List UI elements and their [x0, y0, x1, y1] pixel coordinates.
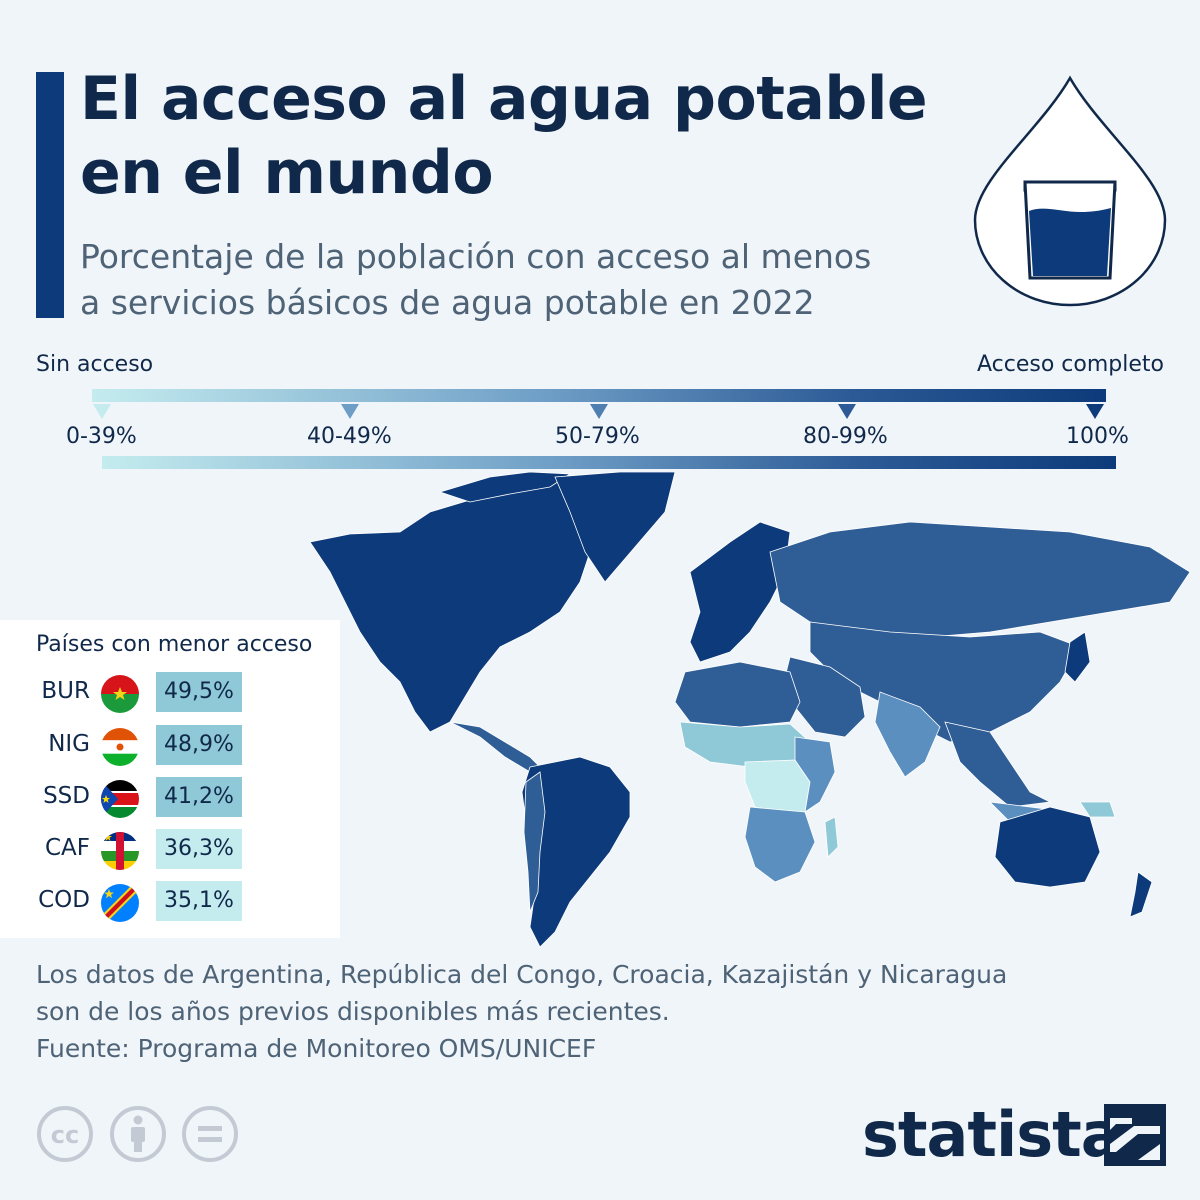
lowest-access-row: NIG 48,9% — [0, 725, 340, 767]
greenland-region — [554, 472, 676, 583]
subtitle-line-1: Porcentaje de la población con acceso al… — [80, 237, 872, 276]
andes-region — [523, 771, 546, 913]
legend-marker-3 — [590, 404, 608, 419]
central-america-region — [449, 721, 546, 773]
legend-marker-2 — [341, 404, 359, 419]
legend-bin-label: 80-99% — [803, 424, 888, 449]
north-africa-region — [674, 661, 801, 728]
cc-icon: cc — [37, 1106, 93, 1162]
legend-color-bar — [92, 389, 1106, 402]
country-code: NIG — [48, 731, 90, 757]
statista-logo-icon[interactable] — [1104, 1104, 1166, 1166]
legend-no-access-label: Sin acceso — [36, 352, 154, 377]
access-value: 35,1% — [156, 881, 242, 921]
access-value: 48,9% — [156, 725, 242, 765]
new-zealand-region — [1129, 871, 1153, 918]
legend-color-bar-secondary — [102, 456, 1116, 469]
creative-commons-icons[interactable]: cc — [36, 1106, 246, 1166]
access-value: 49,5% — [156, 672, 242, 712]
southern-africa-region — [744, 806, 816, 883]
lowest-access-row: CAF 36,3% — [0, 829, 340, 871]
page-subtitle: Porcentaje de la población con acceso al… — [80, 234, 980, 326]
central-african-republic-flag-icon — [101, 832, 139, 870]
title-line-2: en el mundo — [80, 138, 494, 208]
page-title: El acceso al agua potable en el mundo — [80, 62, 980, 210]
lowest-access-row: COD 35,1% — [0, 881, 340, 923]
data-note: Los datos de Argentina, República del Co… — [36, 956, 1156, 1030]
south-asia-region — [874, 691, 941, 778]
no-derivatives-icon — [182, 1106, 238, 1162]
legend-marker-1 — [93, 404, 111, 419]
data-note-line-2: son de los años previos disponibles más … — [36, 997, 670, 1026]
access-value: 41,2% — [156, 777, 242, 817]
russia-region — [769, 521, 1191, 638]
lowest-access-row: SSD 41,2% — [0, 777, 340, 819]
south-sudan-flag-icon — [101, 780, 139, 818]
legend-bin-label: 40-49% — [307, 424, 392, 449]
legend-bin-label: 50-79% — [555, 424, 640, 449]
country-code: SSD — [43, 783, 90, 809]
dr-congo-flag-icon — [101, 884, 139, 922]
statista-wordmark[interactable]: statista — [862, 1098, 1123, 1171]
australia-region — [994, 806, 1101, 888]
lowest-access-title: Países con menor acceso — [36, 632, 313, 657]
source-credit: Fuente: Programa de Monitoreo OMS/UNICEF — [36, 1034, 597, 1063]
japan-region — [1064, 631, 1091, 683]
country-code: COD — [38, 887, 90, 913]
madagascar-region — [824, 816, 839, 858]
country-code: BUR — [41, 678, 90, 704]
title-accent-bar — [36, 72, 64, 318]
svg-text:cc: cc — [51, 1121, 79, 1149]
title-line-1: El acceso al agua potable — [80, 64, 928, 134]
legend-bin-label: 100% — [1066, 424, 1129, 449]
southeast-asia-region — [944, 721, 1052, 808]
water-drop-icon — [973, 75, 1167, 307]
legend-marker-4 — [838, 404, 856, 419]
access-value: 36,3% — [156, 829, 242, 869]
lowest-access-row: BUR 49,5% — [0, 672, 340, 714]
world-choropleth-map — [309, 472, 1191, 948]
burkina-faso-flag-icon — [101, 675, 139, 713]
europe-region — [689, 521, 791, 663]
east-africa-region — [794, 736, 836, 813]
data-note-line-1: Los datos de Argentina, República del Co… — [36, 960, 1008, 989]
country-code: CAF — [44, 835, 90, 861]
subtitle-line-2: a servicios básicos de agua potable en 2… — [80, 283, 815, 322]
attribution-icon — [110, 1106, 166, 1162]
legend-full-access-label: Acceso completo — [977, 352, 1164, 377]
legend-marker-5 — [1086, 404, 1104, 419]
png-region — [1079, 801, 1116, 818]
niger-flag-icon — [101, 728, 139, 766]
legend-bin-label: 0-39% — [66, 424, 137, 449]
